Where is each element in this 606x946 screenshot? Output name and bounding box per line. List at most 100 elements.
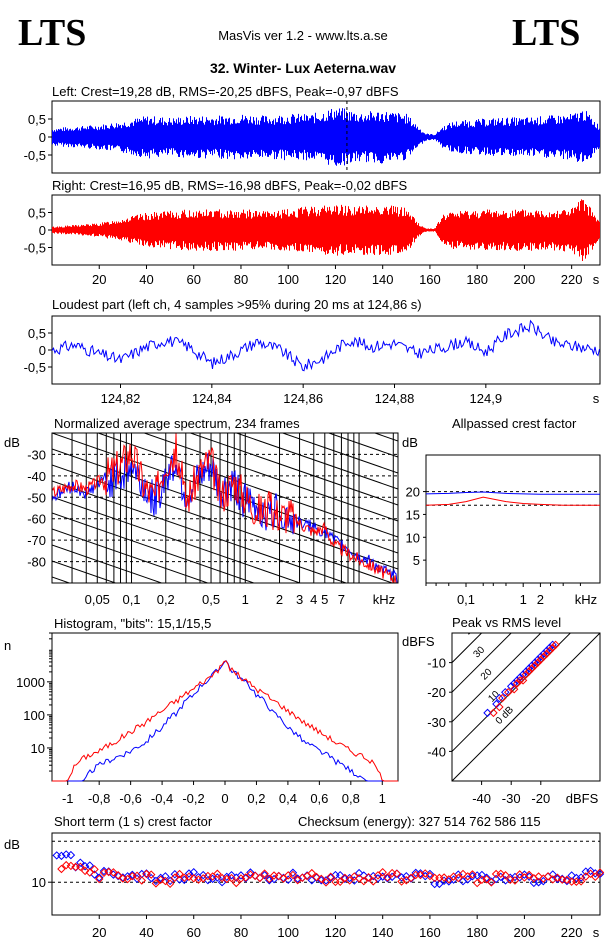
y-tick-label: -20 (427, 685, 446, 700)
st-right-point (279, 874, 288, 883)
histogram-panel: Histogram, "bits": 15,1/15,5n100010010-1… (4, 616, 399, 806)
y-tick-label: 5 (413, 553, 420, 568)
pvr-right-point (489, 708, 498, 718)
st-right-point (113, 871, 123, 880)
y-axis-label: dBFS (402, 634, 435, 649)
crest-left-trace (425, 491, 600, 495)
x-tick-label: 100 (277, 925, 299, 940)
st-right-point (321, 878, 331, 887)
x-unit: s (593, 272, 600, 287)
st-right-point (472, 878, 482, 888)
logo-left: LTS (18, 12, 86, 54)
pvr-left-point (483, 708, 492, 718)
st-right-point (392, 869, 402, 878)
st-right-point (307, 868, 317, 878)
st-right-point (260, 869, 269, 878)
y-tick-label: -30 (427, 715, 446, 730)
x-tick-label: 0,2 (247, 791, 265, 806)
track-title: 32. Winter- Lux Aeterna.wav (210, 60, 396, 76)
x-unit: s (593, 925, 600, 940)
histogram-left-trace (52, 659, 398, 782)
pvr-right-point (527, 664, 537, 673)
st-left-point (66, 850, 76, 860)
x-tick-label: 124,88 (375, 391, 415, 406)
pvr-right-point (509, 684, 519, 694)
diagonal-label: 20 (479, 667, 495, 683)
crest-diagonal (452, 633, 483, 663)
y-tick-label: 0,5 (28, 206, 46, 221)
y-tick-label: -50 (27, 490, 46, 505)
waveform-trace (52, 199, 600, 261)
slope-line (52, 625, 398, 745)
x-tick-label: 20 (92, 272, 106, 287)
pvr-right-point (503, 687, 513, 697)
st-right-point (491, 869, 501, 879)
pvr-right-point (545, 646, 554, 656)
slope-line (327, 433, 398, 458)
x-tick-label: 0,4 (279, 791, 297, 806)
plot-frame (51, 432, 399, 584)
st-right-point (71, 862, 80, 872)
x-tick-label: 60 (186, 925, 200, 940)
st-right-point (132, 871, 142, 880)
spectrum-right-trace (52, 433, 398, 583)
spectrum-panel: Normalized average spectrum, 234 frames d… (4, 416, 399, 761)
x-tick-label: 0,1 (122, 592, 140, 607)
y-tick-label: 15 (406, 507, 420, 522)
y-tick-label: -70 (27, 533, 46, 548)
st-right-point (430, 873, 439, 883)
st-right-point (454, 873, 463, 883)
y-tick-label: 10 (31, 741, 45, 756)
pvr-left-point (506, 682, 516, 691)
x-unit: kHz (373, 592, 395, 607)
st-right-point (595, 868, 605, 877)
st-right-point (468, 870, 477, 879)
st-right-point (90, 865, 99, 874)
st-right-point (591, 872, 600, 882)
st-left-point (435, 879, 444, 889)
plot-frame (51, 832, 601, 916)
x-tick-label: 4 (310, 592, 317, 607)
x-tick-label: 0,2 (157, 592, 175, 607)
st-left-point (161, 872, 170, 881)
x-tick-label: 180 (466, 272, 488, 287)
st-right-point (515, 870, 524, 879)
st-left-point (180, 875, 189, 885)
y-tick-label: -0,5 (24, 241, 46, 256)
st-right-point (557, 875, 567, 884)
x-tick-label: 0,1 (457, 592, 475, 607)
pvr-right-point (542, 649, 551, 658)
panel-title: Peak vs RMS level (452, 615, 561, 630)
x-tick-label: -20 (531, 791, 550, 806)
pvr-right-point (512, 679, 522, 688)
x-tick-label: -30 (502, 791, 521, 806)
st-right-point (510, 876, 520, 885)
y-tick-label: 20 (406, 485, 420, 500)
panel-title: Normalized average spectrum, 234 frames (54, 416, 300, 431)
x-tick-label: 220 (561, 272, 583, 287)
x-tick-label: 0,8 (342, 791, 360, 806)
st-right-point (572, 877, 581, 886)
st-right-point (231, 878, 241, 888)
x-tick-label: 3 (296, 592, 303, 607)
st-left-point (241, 874, 250, 883)
pvr-right-point (495, 702, 504, 712)
diagonal-label: 30 (472, 644, 488, 660)
slope-line (52, 560, 117, 583)
x-unit: s (593, 391, 600, 406)
x-tick-label: -0,2 (182, 791, 204, 806)
st-left-point (85, 861, 95, 870)
st-left-point (543, 872, 553, 881)
st-right-point (378, 867, 387, 877)
y-tick-label: 100 (23, 708, 45, 723)
st-left-point (425, 869, 435, 879)
plot-frame (451, 632, 601, 782)
x-tick-label: 140 (372, 272, 394, 287)
y-tick-label: 0,5 (28, 112, 46, 127)
crest-diagonal (452, 633, 542, 723)
pvr-right-point (539, 652, 549, 661)
st-right-point (170, 873, 180, 883)
slope-line (52, 641, 398, 761)
x-tick-label: 1 (242, 592, 249, 607)
